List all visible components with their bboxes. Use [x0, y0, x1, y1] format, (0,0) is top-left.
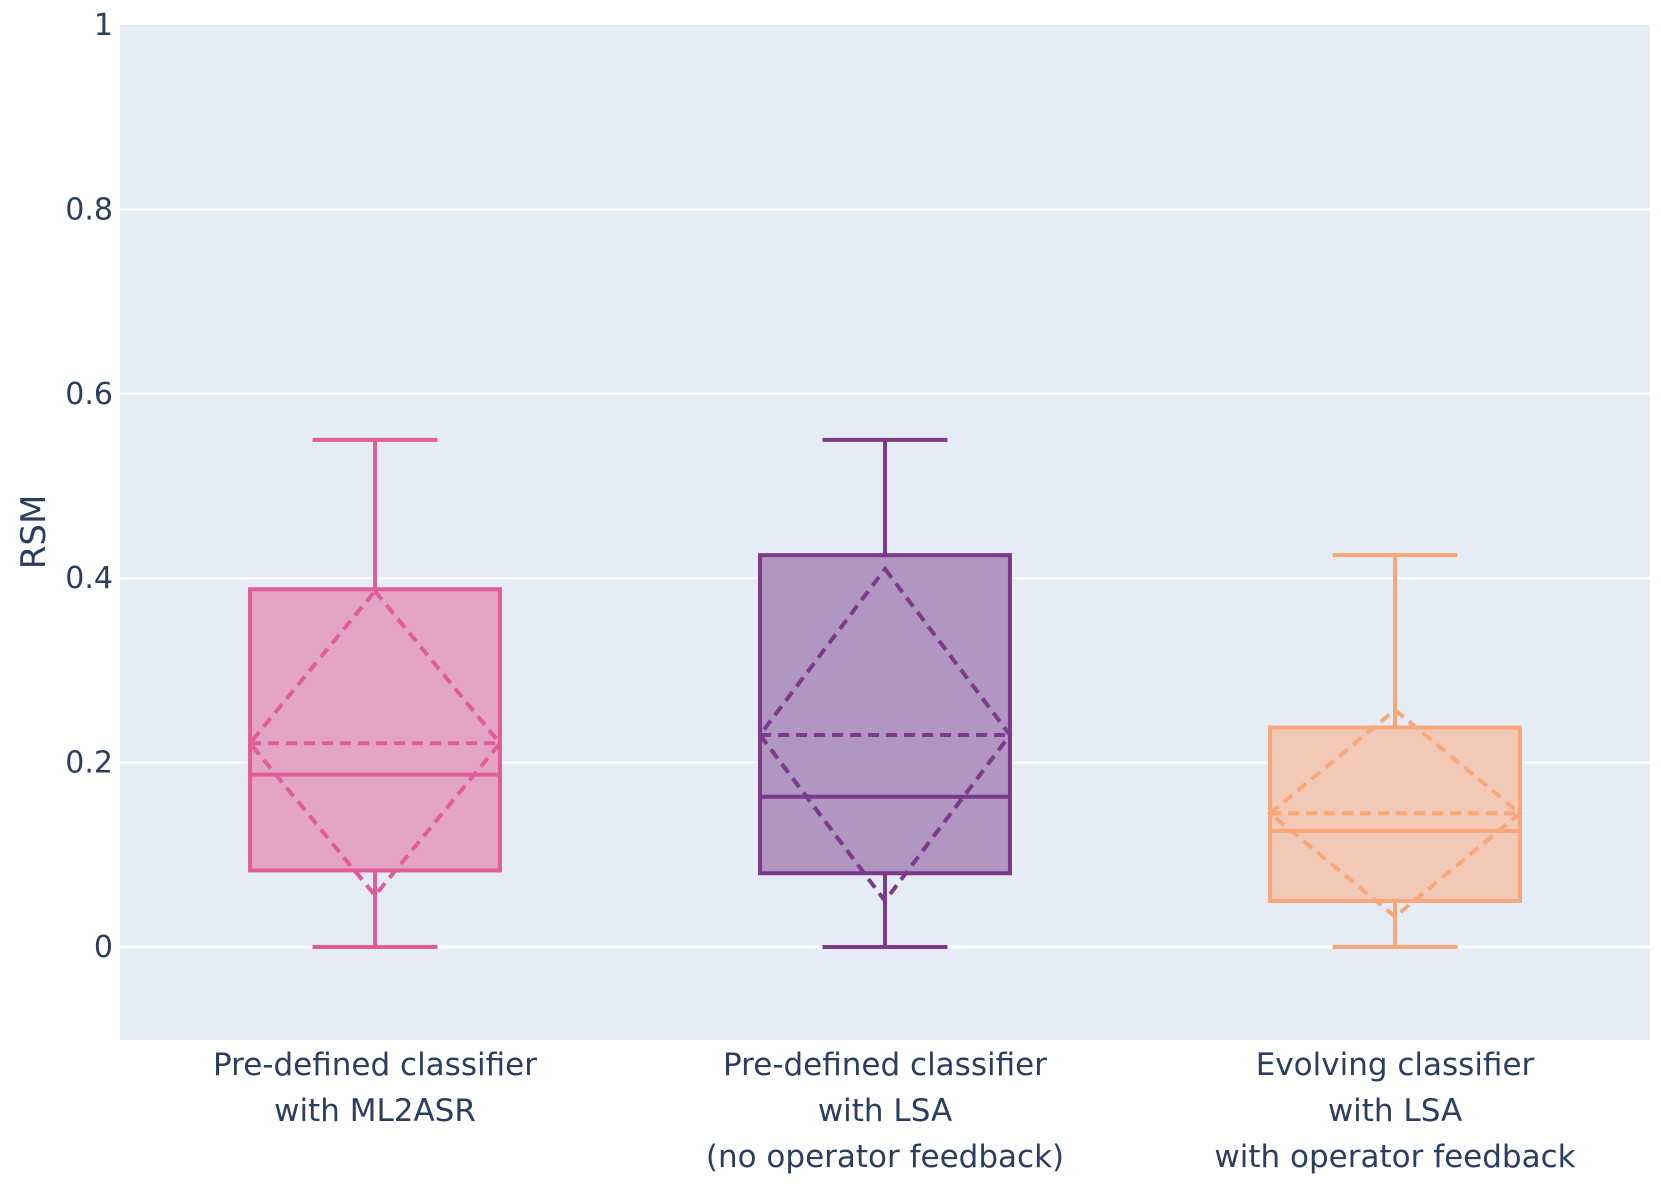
y-axis-title: RSM [14, 495, 54, 570]
x-category-label-line: Pre-defined classifier [213, 1047, 537, 1083]
box-2 [757, 437, 1013, 949]
box-1 [247, 437, 503, 949]
y-tick-label: 0.8 [65, 192, 113, 227]
sd-diamond [1266, 707, 1524, 920]
sd-diamond [247, 587, 503, 899]
x-category-label-line: Evolving classifier [1256, 1047, 1535, 1083]
sd-diamond [757, 565, 1013, 905]
x-category-label-line: with ML2ASR [274, 1093, 476, 1129]
x-category-label-line: with operator feedback [1214, 1139, 1575, 1175]
box-3 [1266, 553, 1524, 949]
box-iqr [758, 553, 1012, 876]
boxes [247, 437, 1524, 949]
box-iqr [248, 587, 502, 873]
x-category-label-line: with LSA [818, 1093, 952, 1129]
x-category-label: Evolving classifier with LSA with operator… [1214, 1047, 1575, 1175]
y-axis-ticks: 0 0.2 0.4 0.6 0.8 1 [65, 8, 113, 965]
y-tick-label: 0 [94, 930, 113, 965]
x-category-label-line: (no operator feedback) [706, 1139, 1064, 1175]
x-category-label: Pre-defined classifier with LSA (no operat… [706, 1047, 1064, 1175]
x-category-label: Pre-defined classifier with ML2ASR [213, 1047, 537, 1129]
y-tick-label: 0.4 [65, 561, 113, 596]
x-category-label-line: with LSA [1328, 1093, 1462, 1129]
x-category-label-line: Pre-defined classifier [723, 1047, 1047, 1083]
y-tick-label: 1 [94, 8, 113, 43]
y-tick-label: 0.6 [65, 377, 113, 412]
y-tick-label: 0.2 [65, 746, 113, 781]
